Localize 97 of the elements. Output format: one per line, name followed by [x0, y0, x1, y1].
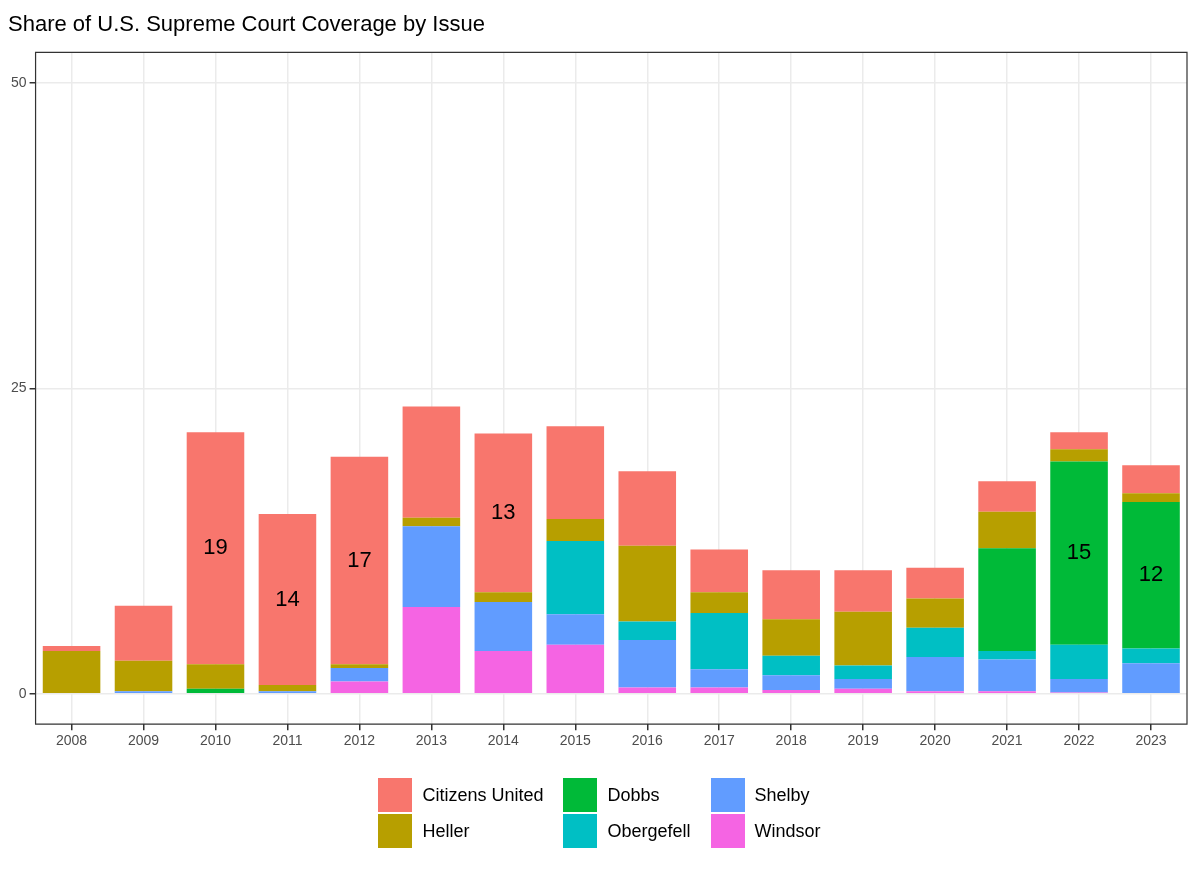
bar: [690, 687, 749, 693]
bar: [114, 605, 173, 661]
data-label: 13: [491, 498, 516, 524]
bar: [762, 570, 820, 620]
bar: [258, 514, 317, 686]
bar: [978, 650, 1036, 660]
x-tick-label: 2020: [919, 732, 951, 749]
bar: [546, 426, 605, 519]
bar: [618, 621, 677, 640]
bar: [114, 660, 173, 692]
bar: [1050, 679, 1108, 693]
bar: [402, 606, 461, 693]
bar: [546, 519, 605, 541]
bar: [618, 639, 677, 688]
bar: [906, 567, 964, 599]
x-tick-label: 2018: [775, 732, 807, 749]
x-tick-label: 2008: [55, 732, 88, 749]
bar: [906, 657, 964, 692]
bar: [474, 602, 533, 651]
bar: [330, 456, 389, 665]
data-label: 12: [1138, 561, 1164, 587]
x-tick-label: 2013: [415, 732, 448, 749]
bar: [978, 659, 1036, 692]
bar: [258, 685, 317, 692]
bar: [834, 665, 892, 680]
bar: [834, 570, 892, 612]
legend-label: Citizens United: [422, 784, 544, 806]
bar: [618, 471, 677, 546]
legend-label: Heller: [422, 820, 470, 842]
bar: [330, 664, 389, 669]
bar: [1122, 465, 1180, 494]
bar: [474, 650, 533, 693]
bar: [1122, 648, 1180, 664]
bar: [906, 598, 964, 628]
x-tick-label: 2010: [199, 732, 232, 749]
bar: [1050, 461, 1108, 645]
x-tick-label: 2009: [127, 732, 160, 749]
x-tick-label: 2017: [703, 732, 736, 749]
x-tick-label: 2016: [631, 732, 664, 749]
bar: [1050, 644, 1108, 680]
bar: [402, 406, 461, 518]
bar: [762, 690, 820, 693]
chart-title: Share of U.S. Supreme Court Coverage by Issue: [8, 11, 485, 37]
bar: [474, 592, 533, 603]
bar: [690, 613, 749, 670]
bar: [618, 687, 677, 693]
x-tick-label: 2011: [272, 732, 303, 749]
x-tick-label: 2012: [343, 732, 376, 749]
x-tick-label: 2014: [487, 732, 520, 749]
bar: [1050, 449, 1108, 462]
x-tick-label: 2015: [559, 732, 592, 749]
bar: [1050, 432, 1108, 450]
bar: [330, 668, 389, 682]
bar: [186, 664, 245, 689]
bar: [1122, 501, 1180, 649]
bar: [474, 433, 533, 593]
bar: [42, 650, 101, 693]
bar: [834, 688, 892, 693]
data-label: 17: [347, 546, 372, 572]
bar: [690, 592, 749, 614]
x-tick-label: 2023: [1135, 732, 1167, 749]
bar: [978, 511, 1036, 549]
bar: [330, 681, 389, 693]
bar: [762, 619, 820, 656]
bar: [690, 669, 749, 688]
bar: [618, 545, 677, 622]
bar: [762, 675, 820, 690]
x-tick-label: 2022: [1063, 732, 1095, 749]
data-label: 19: [203, 534, 228, 560]
bar: [546, 644, 605, 693]
data-label: 14: [275, 585, 300, 611]
legend-label: Dobbs: [607, 784, 660, 806]
bar: [402, 517, 461, 527]
x-tick-label: 2019: [847, 732, 879, 749]
bar: [906, 627, 964, 658]
bar: [402, 526, 461, 607]
bar: [42, 646, 101, 651]
x-tick-label: 2021: [991, 732, 1023, 749]
bar: [978, 481, 1036, 512]
bar: [546, 540, 605, 615]
legend-label: Shelby: [754, 784, 810, 806]
bar: [186, 688, 245, 693]
bar: [1122, 663, 1180, 693]
legend-label: Obergefell: [607, 820, 691, 842]
bar: [1122, 493, 1180, 502]
y-tick-label: 0: [18, 684, 27, 701]
bar: [834, 679, 892, 689]
bar: [762, 655, 820, 676]
y-tick-label: 50: [10, 73, 27, 90]
y-tick-label: 25: [10, 379, 27, 396]
bar: [978, 548, 1036, 651]
bar: [834, 611, 892, 666]
bar: [546, 614, 605, 645]
legend-label: Windsor: [754, 820, 821, 842]
data-label: 15: [1066, 539, 1092, 565]
bar: [186, 432, 245, 665]
bar: [690, 549, 749, 593]
